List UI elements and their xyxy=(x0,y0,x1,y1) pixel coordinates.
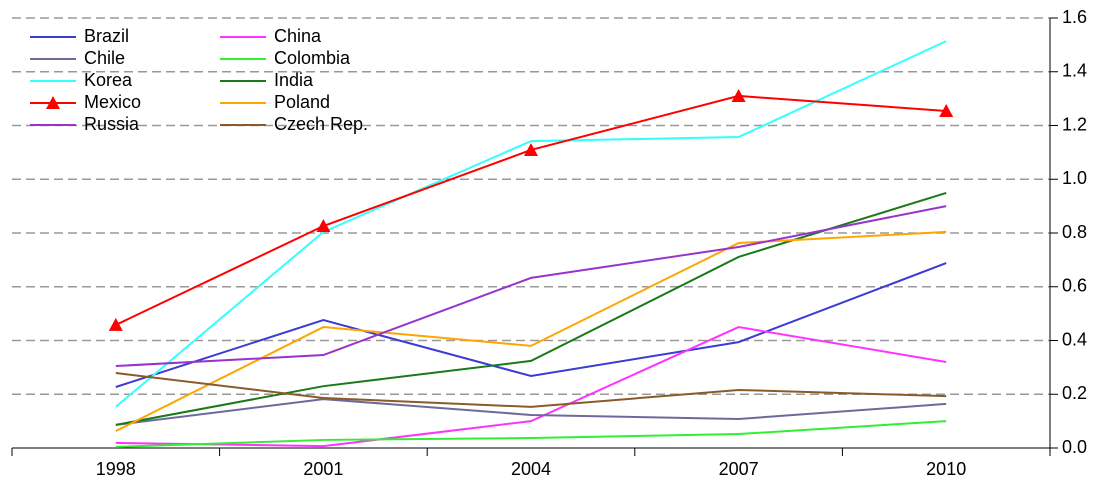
marker xyxy=(939,103,954,117)
y-tick-label: 0.0 xyxy=(1062,437,1087,457)
legend-label: Russia xyxy=(84,114,140,134)
marker xyxy=(316,219,331,233)
series-line xyxy=(115,205,947,368)
legend-label: China xyxy=(274,26,322,46)
series-line xyxy=(115,262,947,388)
y-tick-label: 1.6 xyxy=(1062,7,1087,27)
legend-label: Colombia xyxy=(274,48,351,68)
series-line xyxy=(115,420,947,448)
y-tick-label: 0.8 xyxy=(1062,222,1087,242)
y-tick-label: 0.2 xyxy=(1062,383,1087,403)
y-tick-label: 1.2 xyxy=(1062,114,1087,134)
legend-label: Chile xyxy=(84,48,125,68)
marker xyxy=(524,142,538,156)
legend-label: Poland xyxy=(274,92,330,112)
y-tick-label: 0.4 xyxy=(1062,329,1087,349)
series-line xyxy=(115,192,947,426)
series-line xyxy=(115,326,947,448)
legend-label: Mexico xyxy=(84,92,141,112)
series-line xyxy=(115,94,947,326)
marker xyxy=(46,96,60,109)
legend-label: Korea xyxy=(84,70,133,90)
legend-label: Brazil xyxy=(84,26,129,46)
series-line xyxy=(115,372,947,408)
y-tick-label: 1.4 xyxy=(1062,61,1087,81)
series-line xyxy=(115,398,947,426)
legend-label: India xyxy=(274,70,314,90)
x-tick-label: 2010 xyxy=(926,459,966,479)
x-tick-label: 2007 xyxy=(719,459,759,479)
x-tick-label: 2001 xyxy=(303,459,343,479)
marker xyxy=(108,317,123,331)
marker xyxy=(731,88,746,102)
series-line xyxy=(115,40,947,408)
series-line xyxy=(115,230,947,432)
y-tick-label: 1.0 xyxy=(1062,168,1087,188)
x-tick-label: 1998 xyxy=(96,459,136,479)
y-tick-label: 0.6 xyxy=(1062,276,1087,296)
x-tick-label: 2004 xyxy=(511,459,551,479)
legend-label: Czech Rep. xyxy=(274,114,368,134)
